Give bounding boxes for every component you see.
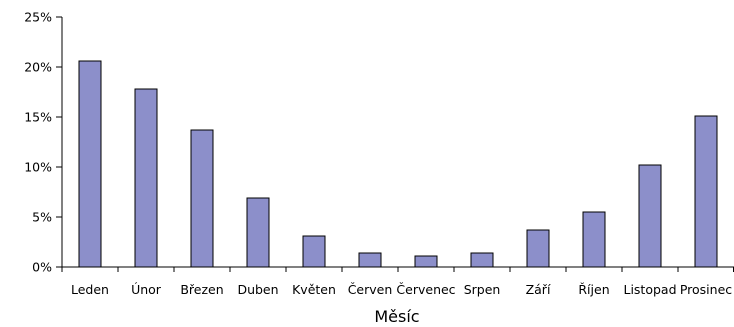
x-tick-label: Listopad bbox=[623, 282, 676, 297]
bar-leden bbox=[78, 60, 102, 268]
y-tick-label: 10% bbox=[24, 160, 52, 175]
x-tick-label: Březen bbox=[180, 282, 223, 297]
y-tick-label: 0% bbox=[32, 260, 52, 275]
bar-září bbox=[526, 229, 550, 268]
y-tick-label: 20% bbox=[24, 60, 52, 75]
x-axis: Leden Únor Březen Duben Květen Červen Červenec… bbox=[61, 266, 734, 297]
bar-prosinec bbox=[694, 115, 718, 268]
x-tick-label: Červen bbox=[348, 282, 393, 297]
bars bbox=[78, 60, 718, 268]
bar-srpen bbox=[470, 252, 494, 268]
x-tick-label: Prosinec bbox=[680, 282, 732, 297]
bar-květen bbox=[302, 235, 326, 268]
bar-červen bbox=[358, 252, 382, 268]
x-tick-label: Červenec bbox=[396, 282, 455, 297]
x-tick-label: Duben bbox=[237, 282, 278, 297]
bar-listopad bbox=[638, 164, 662, 268]
x-tick-label: Říjen bbox=[578, 282, 609, 297]
x-tick-label: Leden bbox=[71, 282, 109, 297]
y-tick-label: 5% bbox=[32, 210, 52, 225]
x-axis-label: Měsíc bbox=[374, 307, 419, 326]
x-tick-label: Srpen bbox=[464, 282, 501, 297]
bar-duben bbox=[246, 197, 270, 268]
bar-červenec bbox=[414, 255, 438, 268]
y-axis: 0% 5% 10% 15% 20% 25% bbox=[24, 10, 63, 275]
x-tick-label: Únor bbox=[131, 282, 162, 297]
x-tick-label: Květen bbox=[292, 282, 336, 297]
y-tick-label: 25% bbox=[24, 10, 52, 25]
bar-únor bbox=[134, 88, 158, 268]
bar-říjen bbox=[582, 211, 606, 268]
y-tick-label: 15% bbox=[24, 110, 52, 125]
bar-březen bbox=[190, 129, 214, 268]
x-tick-label: Září bbox=[526, 282, 551, 297]
